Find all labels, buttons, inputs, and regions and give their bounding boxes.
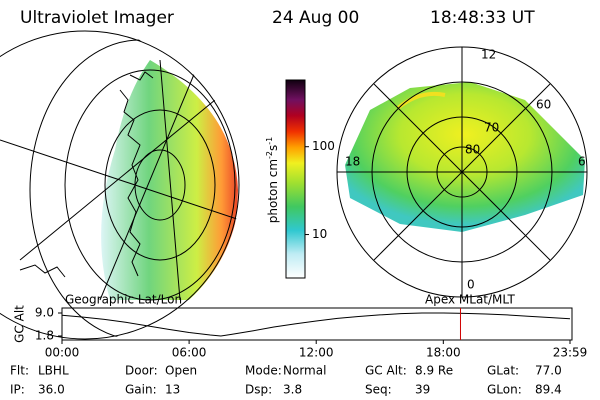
panel-label: Apex MLat/MLT xyxy=(425,293,515,307)
x-tick-label: 12:00 xyxy=(299,346,334,360)
panel-label: Geographic Lat/Lon xyxy=(65,293,182,307)
exponent: -1 xyxy=(265,137,274,145)
field-label: Dsp: xyxy=(245,383,272,397)
y-tick-label: 1.8 xyxy=(35,329,54,343)
field-label: Seq: xyxy=(365,383,392,397)
field-value: 36.0 xyxy=(38,383,65,397)
geographic-image: Geographic Lat/Lon xyxy=(0,30,240,340)
unit: photon cm xyxy=(266,159,280,223)
field-value: Open xyxy=(165,364,197,378)
field-value: Normal xyxy=(283,364,326,378)
instrument: Ultraviolet Imager xyxy=(20,8,174,28)
lat-label: 80 xyxy=(465,143,480,157)
gc-alt-plot: GC Alt 9.0 1.8 00:00 06:00 12:00 18:00 23:59 xyxy=(13,305,588,360)
lat-label: 60 xyxy=(536,98,551,112)
field-value: LBHL xyxy=(38,364,69,378)
y-tick-label: 9.0 xyxy=(35,306,54,320)
tick-label: 10 xyxy=(312,227,327,241)
field-label: Mode: xyxy=(245,364,282,378)
x-tick-label: 18:00 xyxy=(426,346,461,360)
mlt-label: 18 xyxy=(345,155,360,169)
lat-label: 70 xyxy=(484,121,499,135)
field-label: GLon: xyxy=(487,383,522,397)
x-tick-label: 23:59 xyxy=(553,346,588,360)
footer: Flt: LBHL Door: Open Mode: Normal GC Alt: 8.9 R… xyxy=(10,364,562,397)
field-value: 77.0 xyxy=(535,364,562,378)
exponent: -2 xyxy=(265,151,274,159)
field-value: 39 xyxy=(415,383,430,397)
y-label: GC Alt xyxy=(13,305,27,343)
field-label: Flt: xyxy=(10,364,29,378)
field-label: Door: xyxy=(125,364,158,378)
field-value: 3.8 xyxy=(283,383,302,397)
mlt-label: 0 xyxy=(467,278,475,292)
x-tick-label: 06:00 xyxy=(172,346,207,360)
field-label: IP: xyxy=(10,383,25,397)
field-value: 8.9 Re xyxy=(415,364,453,378)
colorbar-label: photon cm-2s-1 xyxy=(265,137,280,224)
unit: s xyxy=(266,145,280,151)
time: 18:48:33 UT xyxy=(430,8,535,28)
field-label: Gain: xyxy=(125,383,157,397)
date: 24 Aug 00 xyxy=(272,8,359,28)
field-label: GC Alt: xyxy=(365,364,407,378)
altitude-line xyxy=(61,312,571,337)
field-value: 13 xyxy=(165,383,180,397)
field-value: 89.4 xyxy=(535,383,562,397)
mlt-label: 12 xyxy=(481,48,496,62)
x-tick-label: 00:00 xyxy=(45,346,80,360)
polar-image: 12 18 6 0 80 70 60 Apex MLat/MLT xyxy=(336,46,588,307)
tick-label: 100 xyxy=(312,139,335,153)
mlt-label: 6 xyxy=(578,155,586,169)
field-label: GLat: xyxy=(487,364,519,378)
colorbar: photon cm-2s-1 10 100 xyxy=(265,79,335,279)
